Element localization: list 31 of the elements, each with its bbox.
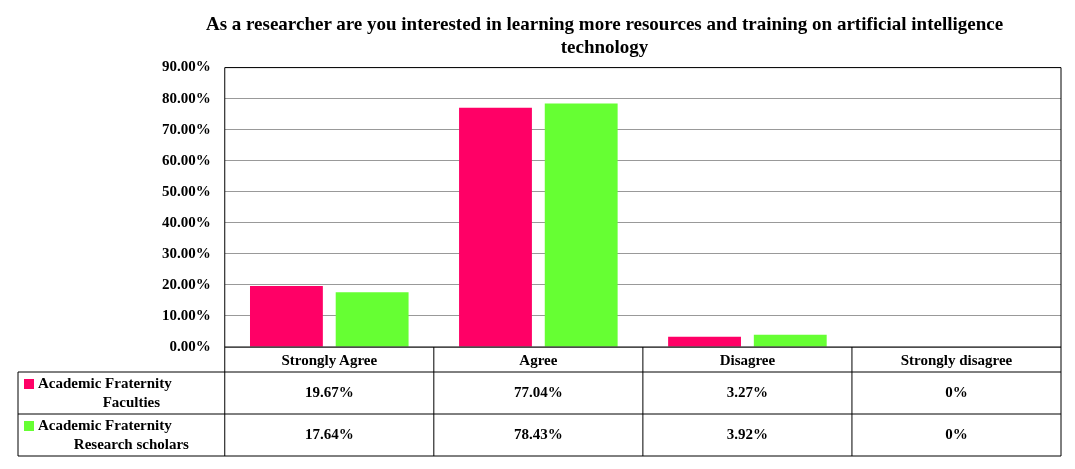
data-label: 17.64% — [304, 425, 354, 442]
data-label: 3.27% — [726, 383, 769, 400]
y-tick-label: 70.00% — [162, 120, 211, 137]
bar — [668, 336, 741, 347]
y-tick-label: 20.00% — [162, 275, 211, 292]
data-label: 19.67% — [304, 383, 354, 400]
y-tick-label: 80.00% — [162, 89, 211, 106]
bar — [544, 103, 618, 347]
y-tick-label: 90.00% — [162, 58, 211, 75]
data-label: 0% — [945, 425, 968, 442]
x-tick-label: Agree — [519, 351, 558, 368]
y-tick-label: 60.00% — [162, 151, 211, 168]
bar — [753, 334, 827, 347]
y-tick-label: 30.00% — [162, 244, 211, 261]
x-tick-label: Strongly Agree — [281, 351, 378, 368]
x-tick-label: Strongly disagree — [900, 351, 1013, 368]
chart-title: As a researcher are you interested in learning more resources and training on artificial intelligence technology — [205, 13, 1004, 58]
x-tick-label: Disagree — [719, 351, 776, 368]
data-label: 77.04% — [513, 383, 563, 400]
bar — [335, 292, 409, 347]
bar — [459, 107, 532, 347]
data-label: 3.92% — [726, 425, 769, 442]
y-tick-label: 40.00% — [162, 213, 211, 230]
legend-label: Academic Fraternity Faculties — [38, 374, 173, 410]
bar — [249, 285, 323, 347]
y-tick-label: 0.00% — [169, 337, 211, 354]
y-tick-label: 10.00% — [162, 306, 211, 323]
y-tick-label: 50.00% — [162, 182, 211, 199]
data-label: 78.43% — [513, 425, 563, 442]
data-label: 0% — [945, 383, 968, 400]
legend-label: Academic Fraternity Research scholars — [38, 416, 190, 452]
